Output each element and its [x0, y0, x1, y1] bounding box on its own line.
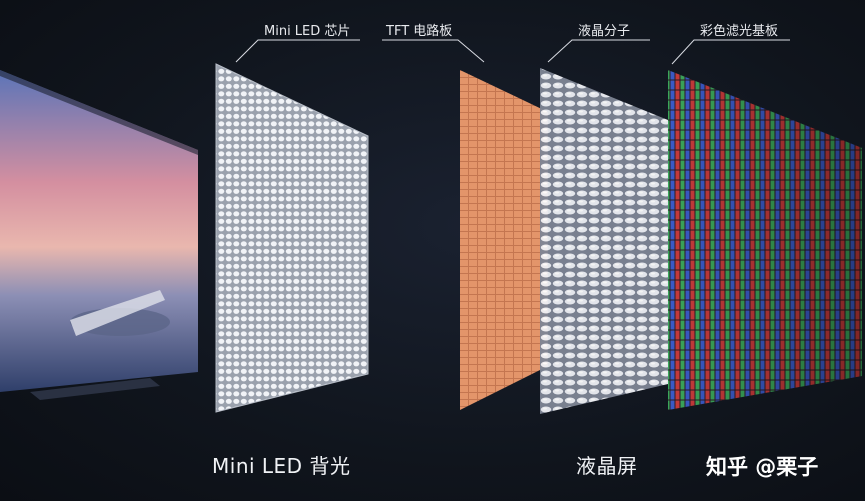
label-mini-led-chip: Mini LED 芯片	[264, 24, 351, 39]
tv-illustration	[0, 70, 198, 400]
tv-stand	[30, 378, 160, 400]
label-color-filter: 彩色滤光基板	[700, 24, 779, 39]
label-tft-board: TFT 电路板	[386, 24, 453, 39]
watermark: 知乎 @栗子	[706, 455, 819, 479]
caption-lcd: 液晶屏	[576, 454, 638, 478]
label-lc-molecules: 液晶分子	[578, 24, 631, 39]
caption-backlight: Mini LED 背光	[212, 454, 351, 478]
